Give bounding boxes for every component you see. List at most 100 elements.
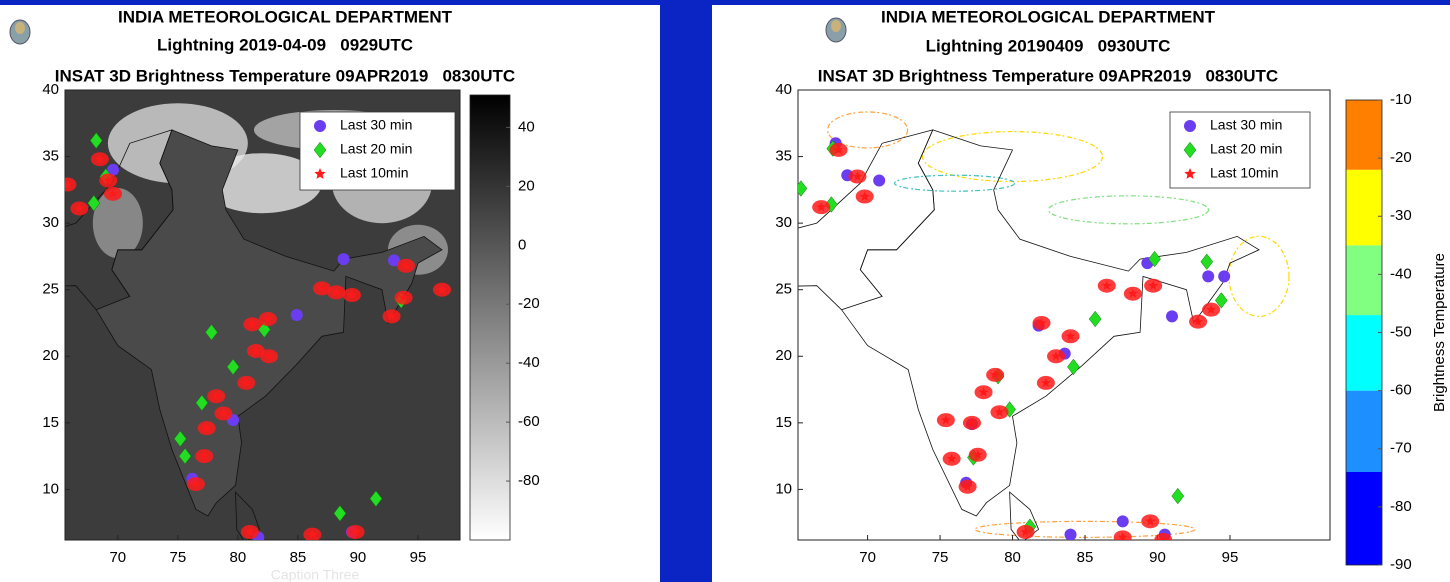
marker-star [816, 202, 826, 212]
marker-circle [290, 309, 303, 321]
colorbar-tick-label: -70 [1390, 440, 1412, 457]
colorbar-tick-label: -40 [1390, 265, 1412, 282]
marker-star [859, 191, 870, 201]
colorbar-tick-label: -60 [518, 413, 540, 430]
y-tick-label: 35 [42, 148, 59, 165]
marker-star [65, 179, 73, 189]
x-tick-label: 95 [410, 549, 427, 566]
marker-star [962, 481, 973, 491]
colorbar-label: Brightness Temperature [1431, 253, 1448, 412]
legend-label: Last 10min [340, 165, 408, 181]
marker-circle [1165, 310, 1178, 323]
legend-label: Last 20 min [340, 141, 412, 157]
marker-star [347, 290, 357, 300]
marker-diamond [87, 194, 101, 212]
title: INDIA METEOROLOGICAL DEPARTMENT [881, 7, 1216, 26]
marker-star [263, 314, 273, 323]
colorbar-tick-label: -10 [1390, 91, 1412, 108]
x-tick-label: 90 [350, 549, 367, 566]
marker-star [331, 287, 342, 297]
marker-circle [1064, 528, 1077, 540]
marker-diamond [1171, 487, 1185, 505]
x-tick-label: 75 [170, 549, 187, 566]
marker-star [833, 144, 844, 154]
marker-diamond [1214, 292, 1228, 309]
title: INSAT 3D Brightness Temperature 09APR201… [55, 66, 515, 85]
caption: Caption Three [271, 567, 360, 582]
marker-circle [387, 254, 400, 267]
marker-star [191, 479, 201, 489]
colorbar-tick-label: -80 [518, 472, 540, 489]
colorbar-tick-label: -60 [1390, 382, 1412, 399]
marker-star [1118, 532, 1128, 540]
marker-diamond [178, 447, 192, 465]
y-tick-label: 40 [775, 81, 792, 98]
colorbar [469, 94, 511, 541]
marker-star [317, 283, 327, 293]
colorbar-band [1346, 315, 1382, 391]
strikes [798, 137, 1231, 540]
marker-star [1206, 304, 1216, 314]
colorbar-tick-label: -80 [1390, 498, 1412, 515]
marker-star [990, 369, 1000, 379]
marker-circle [1218, 270, 1231, 283]
y-tick-label: 25 [42, 281, 59, 298]
marker-circle [1202, 270, 1215, 283]
colorbar-tick-label: -20 [1390, 149, 1412, 166]
marker-star [437, 284, 447, 294]
marker-diamond [1067, 358, 1080, 376]
marker-circle [314, 120, 326, 132]
marker-diamond [369, 490, 383, 507]
legend-label: Last 30 min [1210, 117, 1282, 133]
x-tick-label: 80 [1004, 549, 1021, 566]
x-tick-label: 75 [932, 549, 949, 566]
marker-star [245, 527, 255, 537]
colorbar-band [1346, 472, 1382, 565]
y-tick-label: 10 [775, 480, 792, 497]
marker-star [95, 154, 105, 164]
marker-diamond [333, 505, 347, 522]
contour [893, 174, 1016, 192]
marker-star [946, 453, 957, 463]
title: INDIA METEOROLOGICAL DEPARTMENT [118, 7, 453, 26]
marker-diamond [173, 430, 187, 448]
marker-star [1184, 168, 1196, 179]
legend-label: Last 20 min [1210, 141, 1282, 157]
marker-star [1102, 280, 1112, 290]
marker-star [973, 449, 983, 459]
border [798, 129, 935, 310]
marker-diamond [1183, 141, 1197, 159]
marker-star [314, 168, 326, 179]
marker-diamond [1088, 310, 1102, 328]
y-tick-label: 35 [775, 148, 792, 165]
contour [826, 111, 909, 149]
colorbar-tick-label: -40 [518, 354, 540, 371]
title: Lightning 20190409 0930UTC [926, 36, 1171, 55]
marker-circle [107, 163, 120, 176]
marker-star [251, 345, 261, 355]
marker-star [1041, 377, 1051, 387]
marker-circle [1184, 120, 1196, 132]
marker-star [201, 423, 212, 433]
cloud [201, 153, 322, 214]
border [65, 129, 174, 310]
marker-star [1020, 527, 1031, 537]
marker-star [199, 451, 209, 461]
axes-frame [797, 89, 1331, 541]
marker-star [1065, 331, 1076, 341]
emblem [9, 17, 847, 45]
marker-star [241, 377, 251, 387]
x-tick-label: 80 [230, 549, 247, 566]
marker-star [398, 292, 409, 302]
marker-star [967, 417, 977, 427]
marker-diamond [205, 324, 218, 341]
cloud [92, 188, 143, 259]
y-tick-label: 20 [775, 347, 792, 364]
contour [1047, 195, 1210, 225]
marker-diamond [313, 141, 327, 159]
marker-star [350, 527, 361, 537]
marker-star [1148, 280, 1158, 290]
marker-star [74, 203, 85, 213]
marker-star [218, 408, 229, 418]
